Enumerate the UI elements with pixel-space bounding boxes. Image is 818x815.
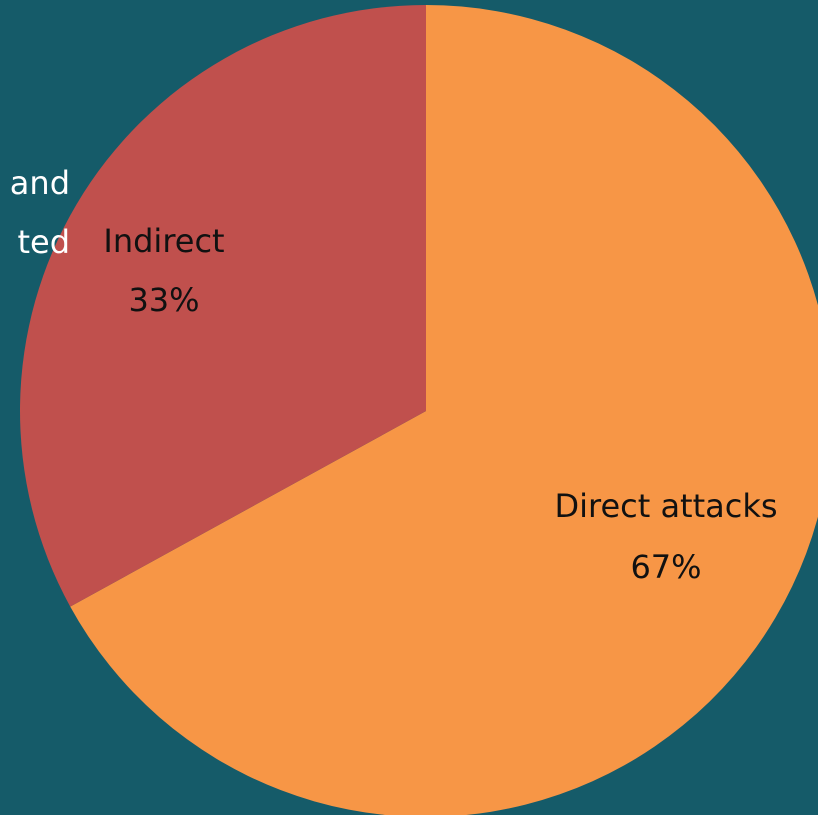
pie-slice-direct-attacks: [70, 5, 818, 815]
partial-label-line-2: ted: [17, 223, 70, 261]
pie-slice-indirect: [20, 5, 426, 607]
slice-label-indirect: Indirect: [103, 222, 224, 260]
slice-label-direct-attacks: Direct attacks: [554, 487, 777, 525]
slice-value-direct-attacks: 67%: [630, 548, 701, 586]
pie-slices: [20, 5, 818, 815]
partial-label-line-1: and: [10, 164, 70, 202]
slice-value-indirect: 33%: [128, 281, 199, 319]
